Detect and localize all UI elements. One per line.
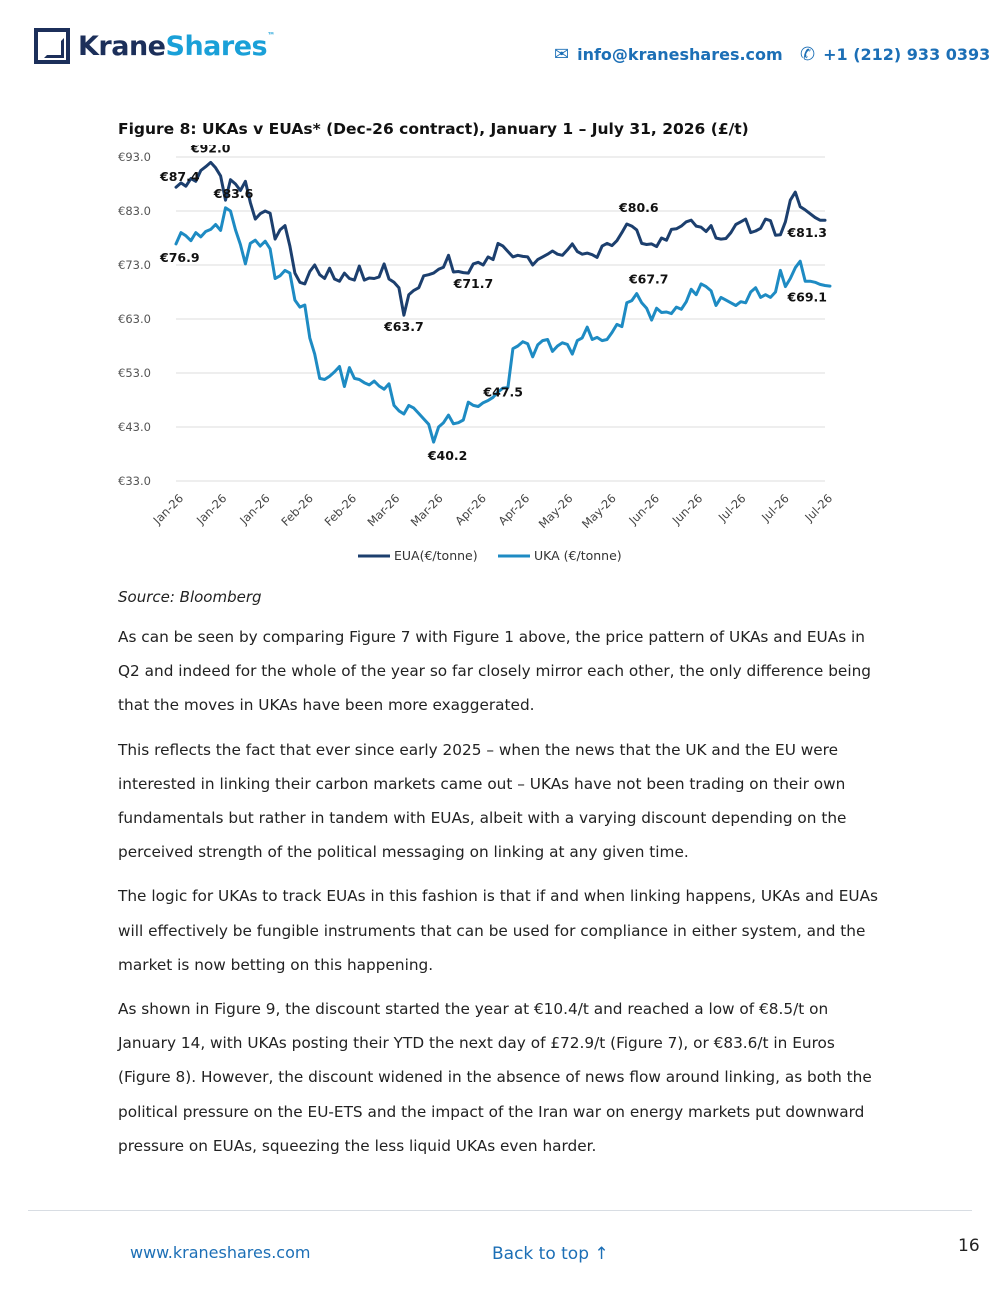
y-tick-label: €63.0 [118, 312, 151, 326]
x-tick-label: May-26 [579, 491, 619, 531]
x-tick-label: Feb-26 [278, 491, 316, 529]
paragraph: As shown in Figure 9, the discount start… [118, 1000, 872, 1155]
y-tick-label: €73.0 [118, 258, 151, 272]
data-label: €40.2 [427, 448, 468, 463]
data-label: €76.9 [159, 250, 200, 265]
logo-wordmark: KraneShares™ [78, 31, 275, 62]
uka-eua-line-chart: €93.0 €83.0 €73.0 €63.0 €53.0 €43.0 €33.0 Jan-2… [118, 145, 835, 563]
phone-icon: ✆ [800, 44, 816, 65]
x-tick-label: Jan-26 [193, 491, 229, 527]
uka-series-line [174, 206, 832, 444]
data-label: €69.1 [786, 290, 827, 305]
data-label: €67.7 [628, 272, 669, 287]
logo-mark-icon [34, 28, 70, 64]
paragraph: As can be seen by comparing Figure 7 wit… [118, 628, 871, 715]
paragraph: This reflects the fact that ever since e… [118, 740, 847, 862]
page-number: 16 [958, 1236, 980, 1256]
legend-label: UKA (€/tonne) [534, 548, 622, 563]
data-label: €83.6 [213, 186, 254, 201]
x-tick-label: Mar-26 [364, 491, 402, 529]
data-label: €87.4 [159, 169, 200, 184]
data-label: €71.7 [453, 276, 494, 291]
legend-label: EUA(€/tonne) [394, 548, 478, 563]
y-tick-label: €83.0 [118, 204, 151, 218]
eua-series-line [174, 160, 827, 317]
x-tick-label: Jan-26 [150, 491, 186, 527]
email-contact[interactable]: ✉ info@kraneshares.com [554, 44, 783, 65]
kraneshares-logo[interactable]: KraneShares™ [34, 28, 275, 64]
logo-primary: Krane [78, 30, 166, 62]
x-tick-label: Jan-26 [236, 491, 272, 527]
envelope-icon: ✉ [554, 44, 570, 65]
y-tick-label: €43.0 [118, 420, 151, 434]
data-label: €47.5 [482, 385, 523, 400]
y-tick-label: €53.0 [118, 366, 151, 380]
x-tick-label: Jun-26 [625, 491, 662, 528]
x-tick-label: Jul-26 [715, 491, 749, 525]
phone-number[interactable]: +1 (212) 933 0393 [823, 45, 991, 64]
x-tick-label: Feb-26 [322, 491, 360, 529]
figure-source: Source: Bloomberg [118, 588, 262, 606]
paragraph: The logic for UKAs to track EUAs in this… [118, 887, 879, 974]
data-label: €92.0 [190, 145, 231, 155]
back-to-top-link[interactable]: Back to top ↑ [492, 1244, 609, 1264]
x-tick-label: Apr-26 [496, 491, 533, 528]
x-tick-label: Apr-26 [452, 491, 489, 528]
data-label: €80.6 [618, 200, 659, 215]
page-header: KraneShares™ ✉ info@kraneshares.com ✆ +1… [0, 0, 1000, 90]
x-tick-label: Mar-26 [408, 491, 446, 529]
footer-website-link[interactable]: www.kraneshares.com [130, 1243, 311, 1262]
body-text: As can be seen by comparing Figure 7 wit… [118, 620, 888, 1173]
footer-divider [28, 1210, 972, 1211]
phone-contact[interactable]: ✆ +1 (212) 933 0393 [800, 44, 990, 65]
x-tick-label: May-26 [536, 491, 576, 531]
email-address[interactable]: info@kraneshares.com [577, 45, 783, 64]
x-tick-label: Jun-26 [669, 491, 706, 528]
x-tick-label: Jul-26 [801, 491, 835, 525]
y-tick-label: €93.0 [118, 150, 151, 164]
data-label: €63.7 [383, 319, 424, 334]
y-tick-label: €33.0 [118, 474, 151, 488]
x-tick-label: Jul-26 [758, 491, 792, 525]
logo-secondary: Shares [165, 30, 268, 62]
data-label: €81.3 [786, 225, 827, 240]
figure-title: Figure 8: UKAs v EUAs* (Dec-26 contract)… [118, 120, 749, 138]
logo-trademark: ™ [267, 30, 275, 40]
